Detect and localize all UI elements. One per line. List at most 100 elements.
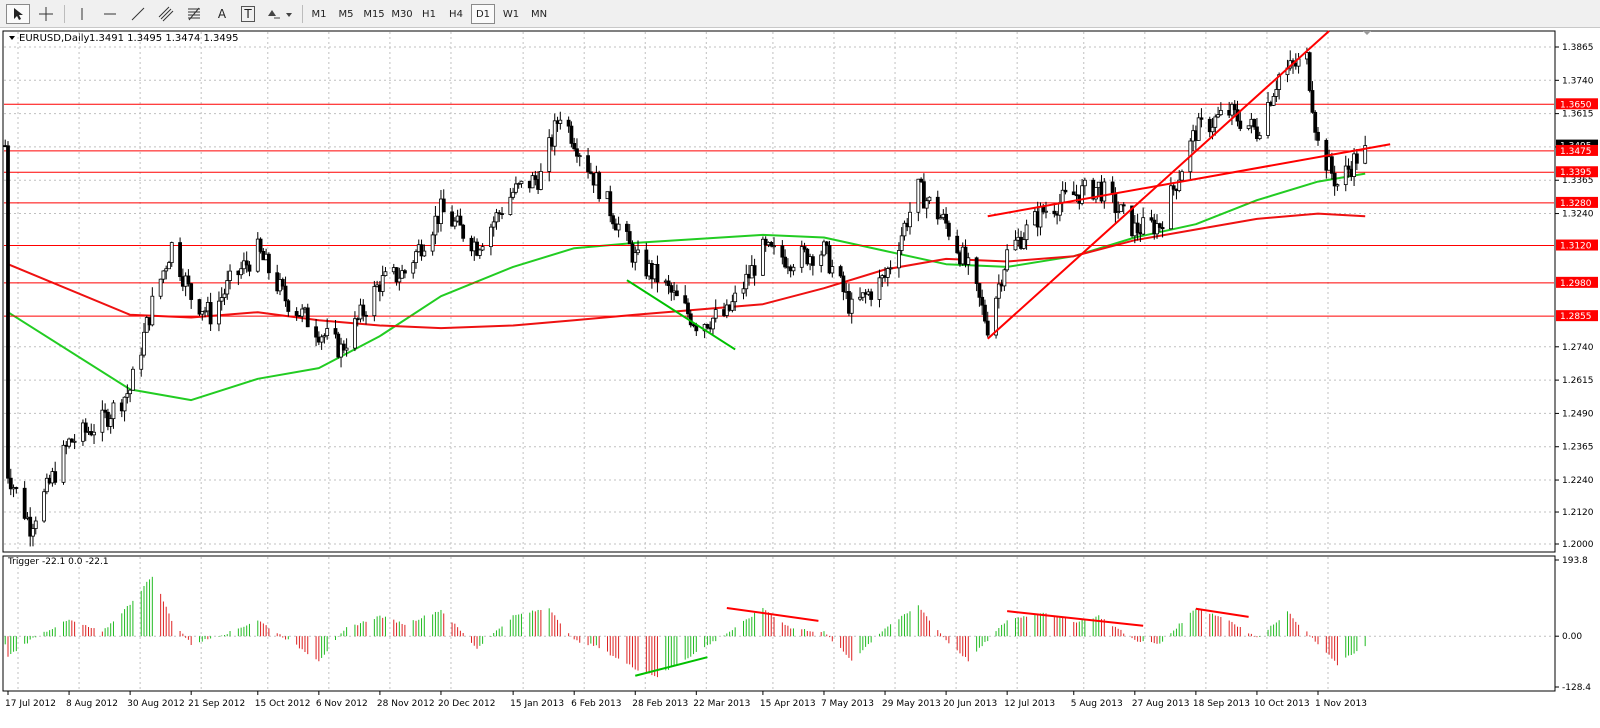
candle-bear bbox=[919, 178, 924, 183]
candle-bear bbox=[441, 198, 446, 213]
timeframe-m30[interactable]: M30 bbox=[391, 8, 413, 20]
candle-bull bbox=[200, 311, 205, 315]
time-tick-label: 28 Feb 2013 bbox=[632, 699, 688, 709]
candle-bull bbox=[380, 275, 385, 292]
price-tick-label: 1.3740 bbox=[1562, 76, 1594, 86]
candle-bull bbox=[1082, 179, 1087, 187]
timeframe-m15[interactable]: M15 bbox=[363, 8, 385, 20]
candle-bear bbox=[1121, 204, 1126, 207]
candle-bull bbox=[1155, 223, 1159, 235]
candle-bull bbox=[1352, 153, 1356, 177]
candle-bull bbox=[885, 268, 890, 278]
timeframe-m5[interactable]: M5 bbox=[338, 8, 354, 20]
candle-bear bbox=[6, 145, 10, 479]
text-label-icon: T bbox=[241, 6, 255, 22]
price-candles bbox=[3, 47, 1368, 547]
candle-bear bbox=[8, 477, 13, 490]
candle-bear bbox=[1207, 118, 1212, 133]
candle-bull bbox=[791, 266, 796, 272]
candle-bull bbox=[1216, 114, 1220, 118]
candle-bear bbox=[841, 275, 846, 293]
indicator-trendlines[interactable] bbox=[634, 606, 1249, 677]
candle-bear bbox=[983, 304, 987, 322]
crosshair-tool-button[interactable] bbox=[34, 4, 58, 24]
moving-averages bbox=[7, 172, 1366, 402]
candle-bull bbox=[1266, 102, 1270, 136]
candle-bear bbox=[500, 213, 504, 215]
candle-bear bbox=[1199, 117, 1204, 120]
timeframe-h1[interactable]: H1 bbox=[422, 8, 436, 20]
candle-bull bbox=[125, 393, 130, 398]
candle-bull bbox=[1021, 239, 1026, 249]
candle-bear bbox=[1329, 156, 1334, 174]
candle-bear bbox=[802, 246, 807, 250]
candle-bear bbox=[572, 143, 577, 150]
time-tick-label: 20 Dec 2012 bbox=[438, 699, 496, 709]
indicator-values: -22.1 0.0 -22.1 bbox=[42, 557, 109, 567]
horizontal-line-icon bbox=[104, 13, 116, 15]
candle-bull bbox=[761, 238, 765, 276]
candle-bear bbox=[394, 267, 399, 283]
indicator-trendline bbox=[726, 606, 819, 622]
candle-bull bbox=[860, 292, 865, 298]
candle-bear bbox=[625, 223, 629, 232]
fibonacci-tool-button[interactable] bbox=[182, 4, 206, 24]
chart-shift-marker-icon[interactable] bbox=[1363, 31, 1371, 35]
trendlines[interactable] bbox=[626, 30, 1391, 351]
channel-tool-button[interactable] bbox=[154, 4, 178, 24]
candle-bear bbox=[1332, 172, 1337, 187]
candle-bull bbox=[219, 297, 224, 302]
horizontal-line-tool-button[interactable] bbox=[98, 4, 122, 24]
time-tick-label: 20 Jun 2013 bbox=[943, 699, 997, 709]
trendline-tool-button[interactable] bbox=[126, 4, 150, 24]
candle-bull bbox=[494, 212, 499, 223]
time-axis: 17 Jul 2012 8 Aug 2012 30 Aug 2012 21 Sep 2… bbox=[5, 691, 1367, 709]
candle-bull bbox=[480, 246, 485, 251]
chart-menu-triangle-icon[interactable] bbox=[9, 36, 15, 40]
candle-bear bbox=[569, 125, 574, 144]
candle-bull bbox=[711, 317, 715, 330]
channel-icon bbox=[158, 6, 174, 22]
candle-bull bbox=[167, 262, 171, 270]
candle-bear bbox=[985, 320, 990, 336]
candle-bull bbox=[1119, 204, 1123, 213]
candle-bull bbox=[217, 300, 221, 325]
candle-bull bbox=[519, 180, 524, 184]
candle-bear bbox=[824, 241, 829, 246]
text-tool-button[interactable]: A bbox=[210, 4, 234, 24]
timeframe-d1[interactable]: D1 bbox=[471, 4, 495, 24]
candle-bull bbox=[108, 418, 113, 427]
text-label-tool-button[interactable]: T bbox=[236, 4, 260, 24]
arrows-tool-button[interactable] bbox=[264, 4, 296, 24]
candle-bull bbox=[511, 191, 516, 198]
vertical-line-tool-button[interactable] bbox=[70, 4, 94, 24]
candle-bear bbox=[752, 265, 757, 276]
candle-bull bbox=[322, 335, 327, 338]
candle-bull bbox=[477, 249, 482, 256]
level-price-box bbox=[1556, 276, 1598, 288]
chart-symbol: EURUSD,Daily bbox=[19, 33, 90, 44]
candle-bull bbox=[1343, 165, 1348, 186]
candle-bull bbox=[411, 262, 416, 274]
candle-bear bbox=[83, 422, 88, 433]
level-price-box bbox=[1556, 166, 1598, 178]
timeframe-mn[interactable]: MN bbox=[530, 8, 548, 20]
candle-bear bbox=[921, 181, 926, 209]
chart-area[interactable]: 1.38651.37401.36151.34901.33651.32401.27… bbox=[0, 28, 1600, 728]
candle-bull bbox=[994, 297, 998, 336]
candle-bear bbox=[575, 148, 579, 157]
candle-bear bbox=[1149, 217, 1154, 221]
candle-bull bbox=[122, 396, 127, 412]
candle-bear bbox=[1071, 191, 1076, 196]
candle-bull bbox=[1057, 202, 1062, 216]
cursor-tool-button[interactable] bbox=[6, 4, 30, 24]
candle-bull bbox=[319, 336, 324, 343]
timeframe-m1[interactable]: M1 bbox=[311, 8, 327, 20]
candle-bear bbox=[280, 279, 285, 287]
level-price-box bbox=[1556, 196, 1598, 208]
candle-bear bbox=[286, 300, 291, 312]
timeframe-w1[interactable]: W1 bbox=[502, 8, 520, 20]
candle-bear bbox=[669, 285, 674, 293]
candle-bull bbox=[1024, 224, 1029, 241]
timeframe-h4[interactable]: H4 bbox=[449, 8, 463, 20]
